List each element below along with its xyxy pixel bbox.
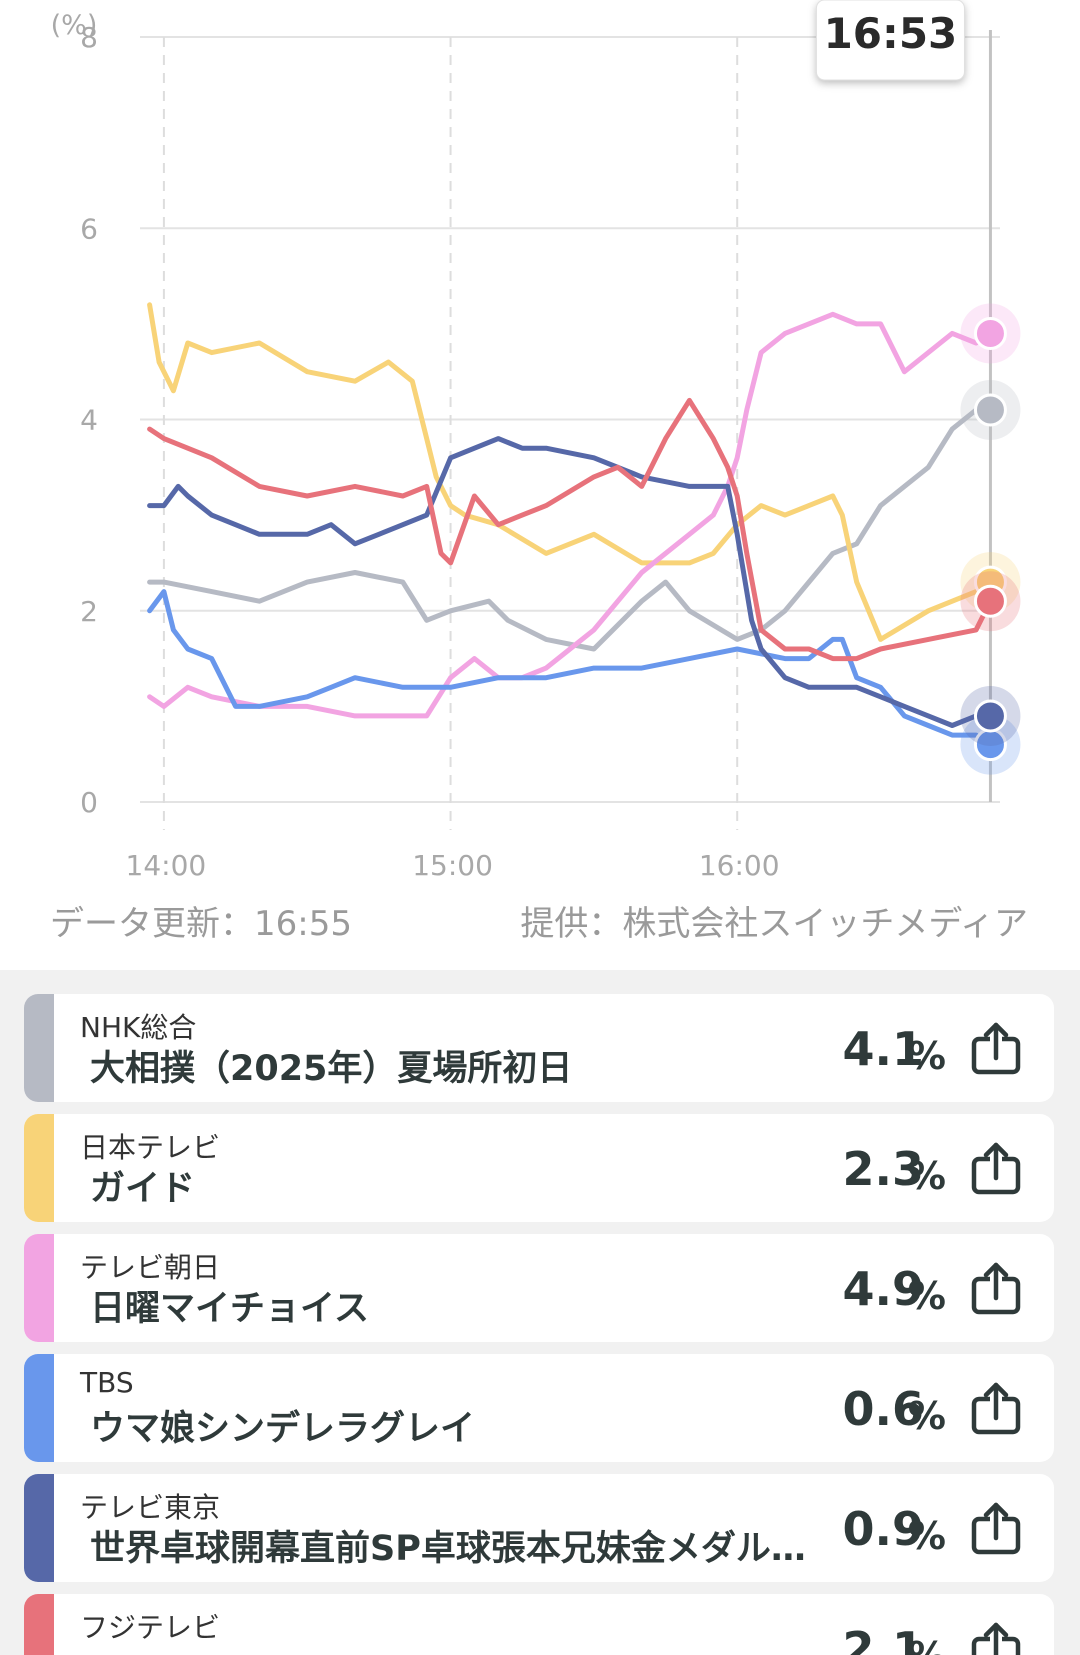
program-card[interactable]: NHK総合大相撲（2025年）夏場所初日 4.1% <box>24 994 1054 1102</box>
data-updated-time: データ更新：16:55 <box>50 904 352 944</box>
series-end-marker <box>973 584 1007 618</box>
share-icon[interactable] <box>968 1620 1024 1655</box>
x-tick-label: 15:00 <box>412 849 493 882</box>
cursor-time-label: 16:53 <box>824 9 958 58</box>
program-card[interactable]: TBS ウマ娘シンデレラグレイ 0.6% <box>24 1354 1054 1462</box>
y-tick-label: 4 <box>80 404 98 437</box>
channel-color-bar <box>24 1594 54 1655</box>
station-name: NHK総合 <box>80 1011 197 1044</box>
program-title: ガイド <box>90 1169 196 1209</box>
series-line <box>147 589 993 748</box>
series-end-marker <box>973 316 1007 350</box>
program-card[interactable]: フジテレビ 2.1% <box>24 1594 1054 1655</box>
channel-color-bar <box>24 1114 54 1222</box>
rating-unit: % <box>908 1634 946 1655</box>
program-title: 日曜マイチョイス <box>90 1289 369 1329</box>
share-icon[interactable] <box>968 1020 1024 1076</box>
series-line <box>147 436 993 728</box>
station-name: テレビ東京 <box>80 1491 221 1524</box>
ratings-chart-svg: 0 2 4 6 8(%) 14:00 15:00 16:00 16:53 <box>51 0 1021 882</box>
x-tick-label: 14:00 <box>126 849 207 882</box>
share-icon[interactable] <box>968 1260 1024 1316</box>
rating-unit: % <box>907 1034 946 1078</box>
series-end-marker <box>973 393 1007 427</box>
channel-color-bar <box>24 1234 54 1342</box>
ratings-chart: 0 2 4 6 8 (%) 14:00 15:00 16:00 16:53 データ更新：16:55… <box>50 0 1028 944</box>
series-line <box>147 407 993 652</box>
rating-value: 4.1 <box>842 1022 925 1076</box>
series-end-marker <box>973 699 1007 733</box>
channel-color-bar <box>24 1474 54 1582</box>
y-tick-label: 2 <box>80 595 98 628</box>
x-tick-label: 16:00 <box>699 849 780 882</box>
rating-unit: % <box>907 1154 946 1198</box>
share-icon[interactable] <box>968 1140 1024 1196</box>
y-tick-label: 6 <box>80 212 98 245</box>
series-line <box>147 397 993 662</box>
program-title: ウマ娘シンデレラグレイ <box>90 1409 476 1449</box>
series-line <box>147 302 993 642</box>
data-provider-credit: 提供：株式会社スイッチメディア <box>520 904 1028 944</box>
series-line <box>147 311 993 719</box>
channel-color-bar <box>24 1354 54 1462</box>
cursor-time-tooltip <box>815 0 965 81</box>
share-icon[interactable] <box>968 1500 1024 1556</box>
rating-value: 4.9 <box>842 1262 925 1316</box>
channel-color-bar <box>24 994 54 1102</box>
rating-value: 2.3 <box>842 1142 925 1196</box>
rating-value: 0.9 <box>842 1502 925 1556</box>
rating-unit: % <box>907 1514 946 1558</box>
station-name: フジテレビ <box>80 1611 221 1644</box>
program-title: 大相撲（2025年）夏場所初日 <box>90 1049 573 1089</box>
station-name: TBS <box>80 1366 134 1399</box>
y-tick-label: 8 <box>80 21 98 54</box>
program-card[interactable]: テレビ朝日日曜マイチョイス 4.9% <box>24 1234 1054 1342</box>
program-card[interactable]: テレビ東京世界卓球開幕直前SP卓球張本兄妹金メダル… 0.9% <box>24 1474 1054 1582</box>
station-name: テレビ朝日 <box>80 1251 221 1284</box>
station-name: 日本テレビ <box>80 1131 221 1164</box>
rating-value: 0.6 <box>842 1382 925 1436</box>
share-icon[interactable] <box>968 1380 1024 1436</box>
program-title: 世界卓球開幕直前SP卓球張本兄妹金メダル… <box>90 1529 806 1569</box>
rating-unit: % <box>907 1394 946 1438</box>
y-tick-label: 0 <box>80 786 98 819</box>
program-card[interactable]: 日本テレビガイド 2.3% <box>24 1114 1054 1222</box>
y-unit-label: (%) <box>51 10 98 41</box>
rating-value: 2.1 <box>842 1622 925 1655</box>
program-list: NHK総合 大相撲（2025年）夏場所初日 4.1% 日本テレビ ガイド 2.3% テレビ朝… <box>0 970 1080 1655</box>
rating-unit: % <box>907 1274 946 1318</box>
